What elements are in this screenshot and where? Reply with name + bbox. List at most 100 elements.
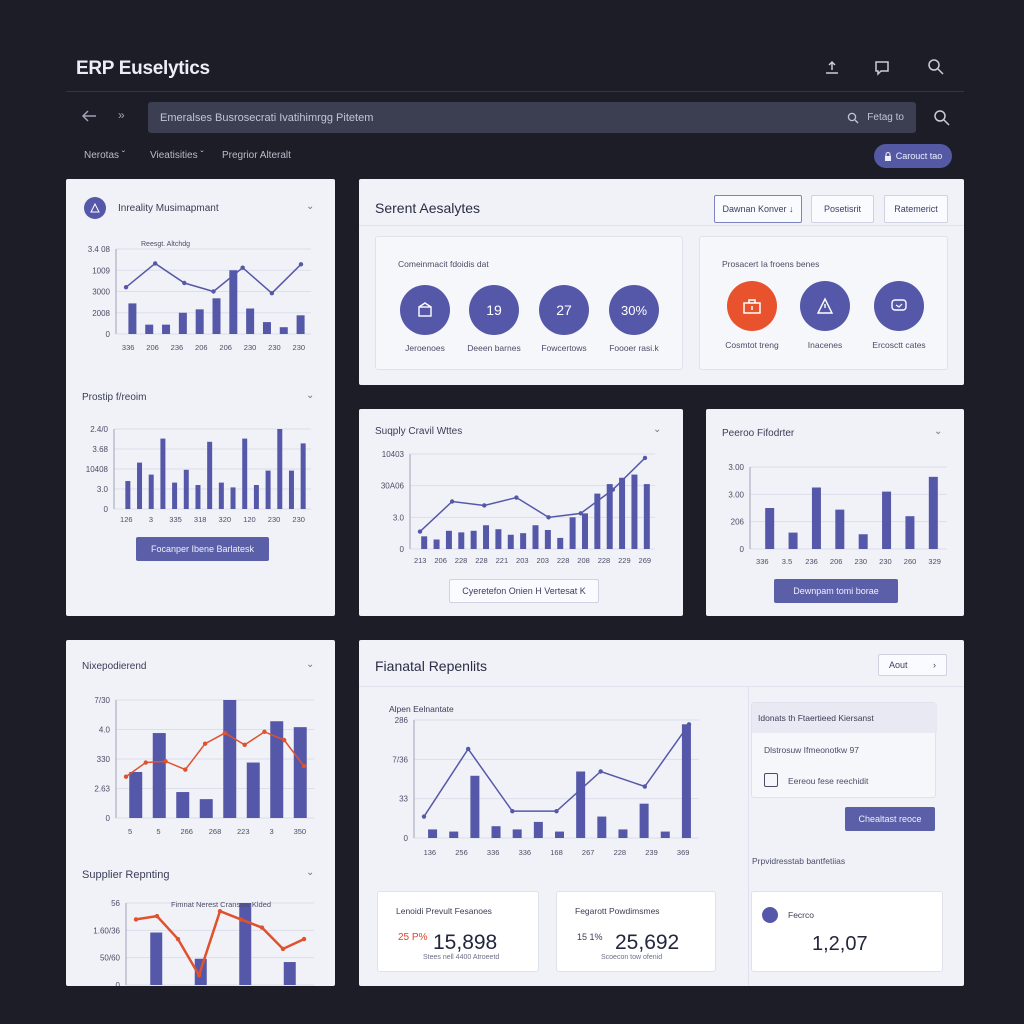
line-point: [242, 742, 247, 748]
x-tick-label: 203: [516, 556, 529, 565]
search-input[interactable]: Emeralses Busrosecrati Ivatihimrgg Pitet…: [148, 102, 916, 133]
line-point: [222, 730, 228, 736]
bar: [125, 481, 131, 509]
chevron-down-icon[interactable]: ⌄: [306, 201, 315, 212]
x-tick-label: 120: [243, 515, 256, 524]
bar: [470, 530, 477, 549]
kpi-value: 1,2,07: [812, 933, 868, 955]
bar: [148, 474, 154, 509]
carouct-button[interactable]: Carouct tao: [874, 144, 952, 168]
line-point: [175, 936, 181, 942]
bar: [195, 309, 204, 334]
alert-circle[interactable]: [727, 281, 777, 331]
line-point: [417, 529, 423, 534]
chevron-down-icon[interactable]: ⌄: [306, 659, 315, 670]
kpi-label: Fegarott Powdimsmes: [575, 906, 660, 916]
line-point: [280, 946, 286, 952]
bar: [176, 792, 190, 818]
search-icon[interactable]: [924, 55, 948, 79]
bar: [129, 771, 143, 818]
line-point: [123, 774, 129, 779]
ratemerict-button[interactable]: Ratemerict: [884, 195, 948, 223]
filter-pregrior[interactable]: Pregrior Alteralt: [222, 150, 291, 161]
back-arrow-icon[interactable]: [80, 108, 98, 129]
metric-circle-30[interactable]: 30%: [609, 285, 659, 335]
analytics-divider: [359, 225, 964, 226]
finance-side-card-header: [752, 703, 937, 733]
x-tick-label: 236: [805, 557, 818, 566]
x-tick-label: 213: [414, 556, 427, 565]
finance-side-row: Dlstrosuw Ifmeonotkw 97: [764, 745, 859, 755]
line-point: [154, 913, 160, 919]
posetisrit-button[interactable]: Posetisrit: [811, 195, 874, 223]
kpi-card: Fecrco 1,2,07: [751, 891, 943, 972]
forward-button[interactable]: »: [118, 108, 125, 122]
y-tick-label: 10403: [382, 450, 405, 459]
briefcase-icon: [743, 299, 761, 314]
lock-icon: [884, 151, 891, 161]
metric-label: Jeroenoes: [405, 343, 445, 353]
prostip-chart: 2.4/0 3.68 10408 3.0 0 126 3 335 318 320 120 230 230: [86, 425, 311, 524]
toolbar-search-icon[interactable]: [930, 106, 954, 130]
x-tick-label: 336: [519, 848, 532, 857]
finance-side-button[interactable]: Chealtast reoce: [845, 807, 935, 831]
y-tick-label: 1.60/36: [93, 926, 120, 935]
bar: [643, 484, 650, 549]
bar: [765, 508, 775, 549]
download-button[interactable]: Dawnan Konver ↓: [714, 195, 802, 223]
message-icon[interactable]: [870, 56, 894, 80]
line-point: [163, 759, 168, 764]
metric-circle-27[interactable]: 27: [539, 285, 589, 335]
bar: [300, 443, 306, 509]
about-button[interactable]: Aout ›: [878, 654, 947, 676]
bar: [660, 831, 670, 838]
y-tick-label: 0: [104, 505, 109, 514]
line-point: [182, 280, 187, 286]
filter-nerotas[interactable]: Nerotas ˇ: [84, 150, 126, 161]
bar: [160, 438, 166, 509]
chat-circle[interactable]: [874, 281, 924, 331]
filter-vieatisities[interactable]: Vieatisities ˇ: [150, 150, 204, 161]
x-tick-label: 126: [120, 515, 133, 524]
kpi-sub: Stees nell 4400 Atroeetd: [423, 954, 500, 961]
x-tick-label: 206: [146, 343, 159, 352]
bar: [242, 438, 248, 509]
metric-circle-box[interactable]: [400, 285, 450, 335]
warning-circle[interactable]: [800, 281, 850, 331]
kpi-label: Lenoidi Prevult Fesanoes: [396, 906, 492, 916]
line-point: [578, 511, 583, 516]
bar: [532, 525, 539, 549]
metric-label: Foooer rasi.k: [609, 343, 659, 353]
metric-circle-19[interactable]: 19: [469, 285, 519, 335]
bar: [265, 470, 271, 509]
chevron-down-icon[interactable]: ⌄: [306, 390, 315, 401]
bar: [905, 516, 915, 549]
y-tick-label: 50/60: [100, 954, 121, 963]
line-point: [301, 936, 307, 942]
kpi-value: 15,898: [433, 931, 498, 954]
upload-icon[interactable]: [820, 56, 844, 80]
chevron-down-icon[interactable]: ⌄: [934, 426, 943, 437]
supply-action-button[interactable]: Cyeretefon Onien H Vertesat K: [449, 579, 599, 603]
y-tick-label: 4.0: [99, 726, 111, 735]
bar: [470, 775, 480, 838]
bar: [811, 487, 821, 549]
header-divider: [66, 91, 964, 92]
x-tick-label: 3: [269, 827, 273, 836]
procurement-action-button[interactable]: Dewnpam tomi borae: [774, 579, 898, 603]
inventory-chart: 3.4 08 1009 3000 2008 0 336 206 236 206 206 230 230…: [88, 241, 311, 352]
inventory-action-button[interactable]: Focanper Ibene Barlatesk: [136, 537, 269, 561]
kpi-card: Lenoidi Prevult Fesanoes 25 P% 15,898 St…: [377, 891, 539, 972]
line-point: [196, 972, 202, 978]
y-tick-label: 0: [116, 981, 121, 986]
bar: [569, 517, 576, 549]
chevron-down-icon[interactable]: ⌄: [653, 424, 662, 435]
chevron-down-icon[interactable]: ⌄: [306, 867, 315, 878]
bar: [230, 487, 236, 509]
x-tick-label: 3: [149, 515, 153, 524]
x-tick-label: 203: [536, 556, 549, 565]
line-point: [262, 729, 267, 735]
line-point: [554, 808, 559, 814]
app-title: ERP Euselytics: [76, 58, 210, 79]
x-tick-label: 230: [268, 343, 281, 352]
